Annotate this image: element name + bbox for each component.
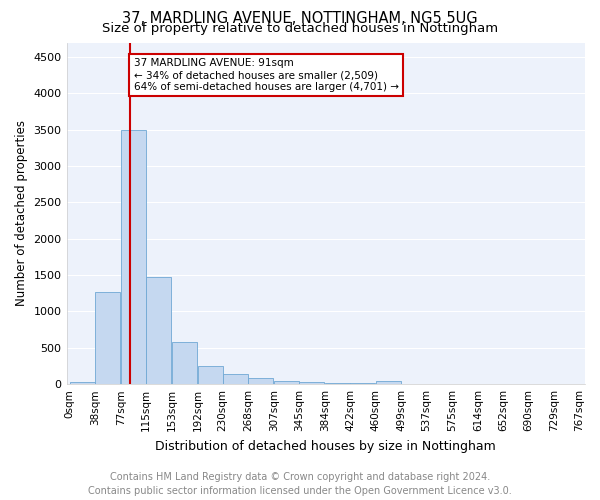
Text: 37, MARDLING AVENUE, NOTTINGHAM, NG5 5UG: 37, MARDLING AVENUE, NOTTINGHAM, NG5 5UG [122, 11, 478, 26]
Bar [223, 374, 248, 384]
Text: Contains HM Land Registry data © Crown copyright and database right 2024.
Contai: Contains HM Land Registry data © Crown c… [88, 472, 512, 496]
Bar [325, 382, 350, 384]
Bar [350, 382, 376, 384]
Bar [248, 378, 273, 384]
Y-axis label: Number of detached properties: Number of detached properties [15, 120, 28, 306]
Bar [274, 380, 299, 384]
X-axis label: Distribution of detached houses by size in Nottingham: Distribution of detached houses by size … [155, 440, 496, 452]
Bar [172, 342, 197, 384]
Text: 37 MARDLING AVENUE: 91sqm
← 34% of detached houses are smaller (2,509)
64% of se: 37 MARDLING AVENUE: 91sqm ← 34% of detac… [134, 58, 398, 92]
Text: Size of property relative to detached houses in Nottingham: Size of property relative to detached ho… [102, 22, 498, 35]
Bar [70, 382, 95, 384]
Bar [121, 130, 146, 384]
Bar [197, 366, 223, 384]
Bar [146, 276, 172, 384]
Bar [95, 292, 120, 384]
Bar [376, 380, 401, 384]
Bar [299, 382, 324, 384]
